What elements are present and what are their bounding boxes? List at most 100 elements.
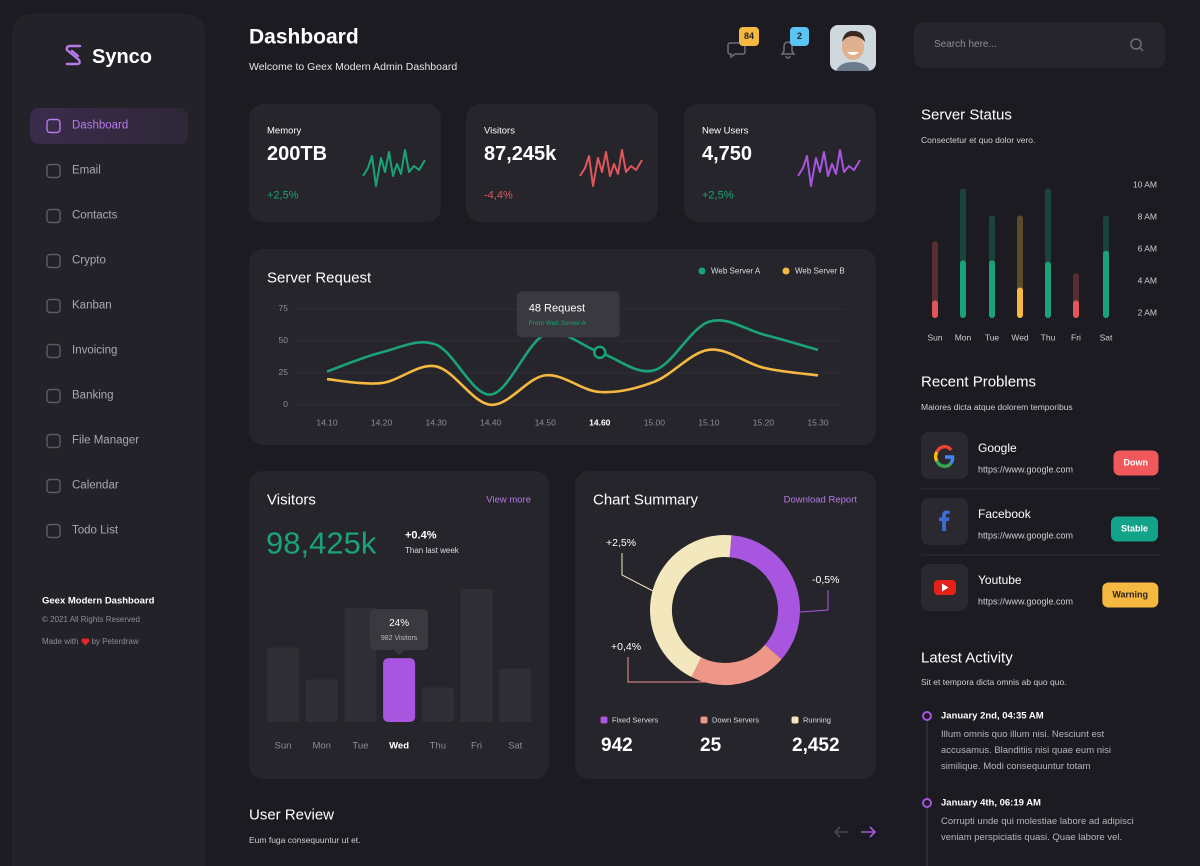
menu-item[interactable]: Kanban [72, 299, 112, 312]
stat-card [249, 104, 441, 222]
status-bar-current [1103, 250, 1109, 318]
stat-change: +2,5% [267, 189, 299, 202]
problem-url: https://www.google.com [978, 464, 1074, 475]
section-title: User Review [249, 806, 335, 824]
g-blue [945, 455, 955, 465]
activity-text: Corrupti unde qui molestiae labore ad ad… [941, 816, 1134, 843]
bell-icon[interactable] [780, 41, 796, 59]
segment-total: 2,452 [792, 735, 840, 756]
problem-url: https://www.google.com [978, 530, 1074, 541]
menu-item[interactable]: Contacts [72, 209, 118, 222]
annotation-line [621, 553, 656, 593]
status-badge[interactable]: Stable [1110, 516, 1158, 542]
y-tick-label: 8 AM [1138, 211, 1157, 221]
menu-item[interactable]: Calendar [72, 479, 119, 492]
menu-item[interactable]: Dashboard [72, 119, 129, 132]
made-by: by Peterdraw [91, 637, 139, 646]
menu-icon [46, 253, 61, 269]
y-tick-label: 0 [283, 399, 288, 409]
search-glyph [1139, 47, 1144, 52]
g-yellow [933, 451, 939, 462]
x-tick-label: Thu [1041, 332, 1056, 342]
download-link[interactable]: Download Report [783, 494, 857, 506]
menu-item[interactable]: Invoicing [72, 344, 118, 357]
bar [421, 687, 454, 722]
stat-label: Visitors [484, 125, 515, 137]
icon-bg [921, 432, 968, 479]
y-tick-label: 2 AM [1138, 307, 1157, 317]
chart-summary-card [575, 471, 876, 779]
page-title: Dashboard [249, 25, 359, 49]
bar [499, 668, 532, 722]
x-tick-label: Sun [275, 741, 292, 752]
legend-dot [782, 267, 790, 275]
x-tick-label: Tue [985, 332, 1000, 342]
x-tick-label: 14.60 [589, 417, 611, 427]
status-badge[interactable]: Down [1113, 450, 1158, 476]
visitors-total: 98,425k [266, 525, 377, 561]
section-subtitle: Sit et tempora dicta omnis ab quo quo. [921, 676, 1067, 687]
visitors-change: +0.4% [405, 529, 437, 542]
tooltip-detail: 982 Visitors [381, 635, 418, 642]
x-tick-label: 15.30 [807, 417, 829, 427]
menu-item[interactable]: File Manager [72, 434, 140, 447]
bell-glyph [780, 41, 796, 59]
g-red [935, 445, 953, 453]
problem-name: Facebook [978, 507, 1031, 521]
section-subtitle: Eum fuga consequuntur ut et. [249, 834, 361, 845]
heart-icon [81, 638, 90, 646]
x-tick-label: Wed [389, 741, 409, 752]
menu-icon [46, 163, 61, 179]
next-arrow[interactable] [861, 826, 877, 838]
server-request-card [249, 249, 876, 445]
brand-name: Synco [92, 46, 153, 68]
x-tick-label: Sat [508, 741, 523, 752]
problem-name: Youtube [978, 573, 1022, 587]
status-bar-current [989, 260, 995, 318]
bar [267, 647, 299, 722]
x-tick-label: 14.50 [535, 417, 557, 427]
avatar-shirt [836, 62, 870, 71]
tooltip-subtitle: From Web Server A [529, 320, 587, 327]
card-title: Visitors [267, 491, 316, 509]
search-box[interactable] [914, 22, 1165, 68]
x-tick-label: Tue [352, 741, 368, 752]
yt-play [942, 583, 949, 592]
menu-item[interactable]: Email [72, 164, 101, 177]
legend-dot [600, 716, 608, 724]
section-title: Recent Problems [921, 373, 1037, 391]
avatar[interactable] [830, 25, 876, 71]
card-title: Server Request [267, 269, 372, 287]
message-badge[interactable] [739, 27, 759, 46]
avatar-smile [847, 52, 859, 55]
search-icon[interactable] [1130, 38, 1144, 52]
sidebar-footer-title: Geex Modern Dashboard [42, 595, 155, 607]
x-tick-label: Mon [955, 332, 972, 342]
menu-item[interactable]: Banking [72, 389, 114, 402]
search-placeholder[interactable]: Search here... [934, 39, 997, 50]
status-badge[interactable]: Warning [1102, 582, 1158, 608]
status-bar-current [1017, 287, 1023, 318]
y-tick-label: 6 AM [1138, 243, 1157, 253]
legend-label: Web Server A [711, 267, 761, 276]
notification-badge[interactable] [790, 27, 809, 46]
x-tick-label: Fri [471, 741, 482, 752]
menu-item[interactable]: Todo List [72, 524, 119, 537]
sidebar-copyright: © 2021 All Rights Reserved [42, 615, 140, 624]
stat-sparkline [579, 149, 643, 187]
menu-item[interactable]: Crypto [72, 254, 106, 267]
sidebar [12, 14, 205, 866]
x-tick-label: Fri [1071, 332, 1081, 342]
view-more-link[interactable]: View more [486, 494, 531, 506]
tooltip-box [516, 291, 620, 338]
x-tick-label: 15.10 [698, 417, 720, 427]
prev-arrow[interactable] [833, 826, 848, 838]
y-tick-label: 4 AM [1138, 275, 1157, 285]
g-green [935, 460, 953, 468]
section-title: Latest Activity [921, 649, 1013, 667]
stat-card [684, 104, 876, 222]
y-tick-label: 10 AM [1133, 179, 1157, 189]
legend-dot [791, 716, 799, 724]
legend-dot [698, 267, 706, 275]
